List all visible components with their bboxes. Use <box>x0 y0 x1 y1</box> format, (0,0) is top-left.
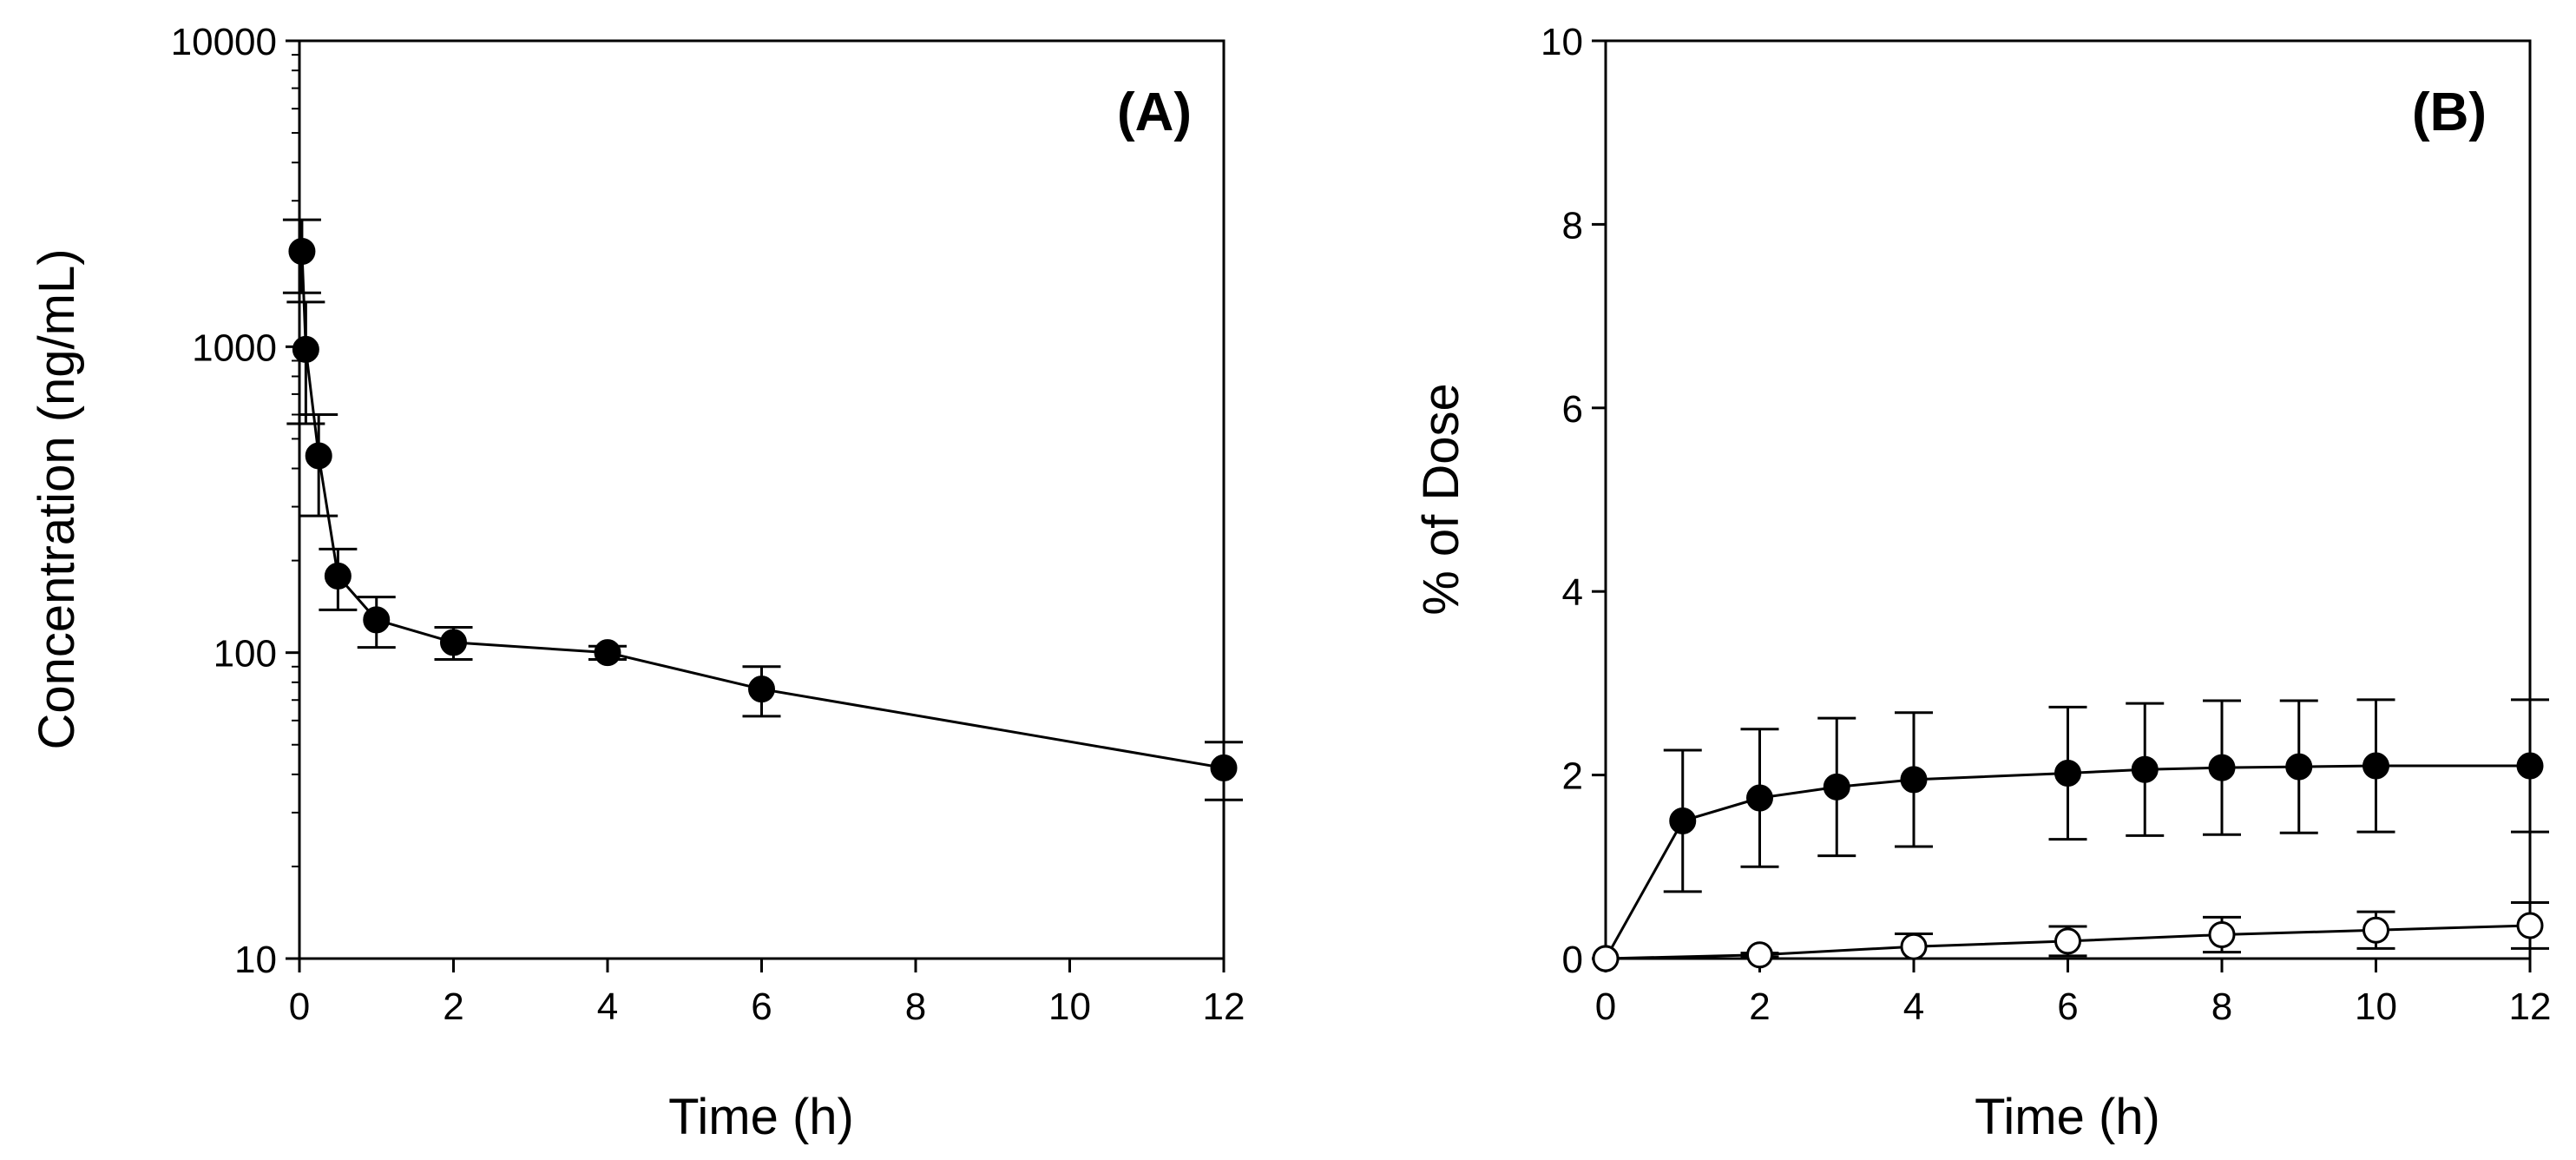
panel-b-series-1-point <box>2516 752 2544 780</box>
panel-b-y-tick-label-0: 0 <box>1562 939 1583 981</box>
panel-b-y-tick-label-4: 4 <box>1562 571 1583 614</box>
panel-a-y-tick-label-10: 10 <box>234 939 277 981</box>
panel-a-label: (A) <box>1117 82 1192 142</box>
panel-b-series-2-point <box>2516 912 2544 939</box>
panel-b-series-2-point <box>2208 921 2236 949</box>
panel-b-x-tick-label-4: 4 <box>1903 985 1924 1028</box>
panel-b-series-1-point <box>2285 753 2313 781</box>
panel-a-x-tick-label-10: 10 <box>1048 985 1091 1028</box>
panel-b-series-2-point <box>1592 945 1620 972</box>
panel-a-x-tick-label-6: 6 <box>751 985 772 1028</box>
panel-b-y-tick-label-8: 8 <box>1562 204 1583 247</box>
panel-b-x-tick-label-2: 2 <box>1749 985 1770 1028</box>
panel-a-series-1-point <box>292 335 319 363</box>
panel-b-series-1-point <box>1746 784 1773 812</box>
panel-b-y-tick-label-2: 2 <box>1562 755 1583 798</box>
panel-b-series-1-point <box>1823 773 1850 801</box>
panel-a-y-tick-label-100: 100 <box>214 633 277 676</box>
panel-b-series-2-point <box>2362 916 2389 944</box>
panel-a-x-tick-label-8: 8 <box>905 985 926 1028</box>
panel-a-y-tick-label-1000: 1000 <box>192 326 277 369</box>
panel-b-x-tick-label-8: 8 <box>2211 985 2232 1028</box>
panel-b-x-tick-label-0: 0 <box>1595 985 1616 1028</box>
panel-b-series-1-point <box>1900 766 1928 794</box>
panel-a-series-1-point <box>748 676 775 703</box>
panel-b-markers <box>1592 752 2544 972</box>
panel-b-series-2-point <box>1746 941 1773 969</box>
panel-b-y-axis-title: % of Dose <box>1413 383 1469 616</box>
panel-a-y-tick-label-10000: 10000 <box>171 21 277 63</box>
panel-a-series-1-point <box>363 606 391 634</box>
panel-b-y-tick-label-10: 10 <box>1541 21 1583 63</box>
panel-a-x-tick-label-0: 0 <box>289 985 310 1028</box>
panel-a-series-1-point <box>305 442 332 470</box>
panel-b-y-tick-label-6: 6 <box>1562 388 1583 431</box>
panel-a-series-1-point <box>594 639 621 667</box>
panel-a-ticks: 0 2 4 6 8 10 12 10 100 1000 10000 <box>171 21 1245 1028</box>
panel-b-series-1-point <box>2131 755 2159 783</box>
panel-b-series-2-point <box>1900 933 1928 960</box>
panel-b-x-tick-label-10: 10 <box>2355 985 2397 1028</box>
panel-b-x-tick-label-6: 6 <box>2057 985 2078 1028</box>
panel-a-x-tick-label-12: 12 <box>1203 985 1245 1028</box>
panel-a-x-axis-title: Time (h) <box>668 1089 854 1145</box>
panel-b-series-1-point <box>2208 754 2236 781</box>
panel-b-series-1-point <box>1669 807 1697 834</box>
panel-b-chart: 0 2 4 6 8 10 12 0 2 4 6 8 10 (B) Time (h) % of Dose <box>1413 21 2551 1145</box>
panel-b-x-axis-title: Time (h) <box>1975 1089 2160 1145</box>
panel-a-series-1-point <box>1210 754 1238 781</box>
panel-a-x-tick-label-4: 4 <box>597 985 618 1028</box>
panel-b-x-tick-label-12: 12 <box>2509 985 2552 1028</box>
panel-b-ticks: 0 2 4 6 8 10 12 0 2 4 6 8 10 <box>1541 21 2551 1028</box>
panel-b-series-1-point <box>2054 759 2081 787</box>
panel-a-chart: 0 2 4 6 8 10 12 10 100 1000 10000 (A) Time (h) Con… <box>29 21 1245 1145</box>
panel-b-label: (B) <box>2412 82 2487 142</box>
panel-b-series-2-point <box>2054 927 2081 955</box>
panel-a-series-1-point <box>440 629 467 656</box>
panel-a-markers <box>288 237 1238 781</box>
panel-a-series-1-point <box>288 237 316 265</box>
panel-a-y-axis-title: Concentration (ng/mL) <box>29 248 85 749</box>
panel-a-series-1-point <box>324 562 352 590</box>
panel-b-series-1-point <box>2362 752 2389 780</box>
panel-a-x-tick-label-2: 2 <box>443 985 463 1028</box>
